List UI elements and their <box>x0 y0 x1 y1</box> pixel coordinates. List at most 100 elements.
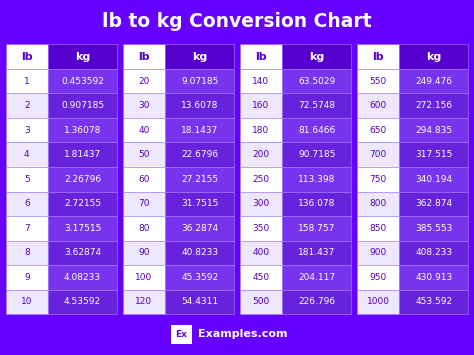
Bar <box>399 241 468 265</box>
Text: 317.515: 317.515 <box>415 150 453 159</box>
Text: 100: 100 <box>135 273 153 282</box>
Bar <box>165 142 234 167</box>
Text: 272.156: 272.156 <box>415 101 452 110</box>
Bar <box>6 118 48 142</box>
Text: 113.398: 113.398 <box>298 175 336 184</box>
Bar <box>399 142 468 167</box>
Text: 90: 90 <box>138 248 150 257</box>
Text: 2: 2 <box>24 101 30 110</box>
Bar <box>6 290 48 314</box>
Text: 4: 4 <box>24 150 30 159</box>
Bar <box>240 142 282 167</box>
Bar <box>282 216 351 241</box>
Text: 72.5748: 72.5748 <box>298 101 335 110</box>
Bar <box>48 216 117 241</box>
Text: lb: lb <box>138 51 150 62</box>
Text: 650: 650 <box>369 126 387 135</box>
Text: 22.6796: 22.6796 <box>181 150 218 159</box>
Text: 0.907185: 0.907185 <box>61 101 104 110</box>
Text: 750: 750 <box>369 175 387 184</box>
Bar <box>240 290 282 314</box>
Bar <box>6 265 48 290</box>
Text: Examples.com: Examples.com <box>198 329 287 339</box>
Text: 1: 1 <box>24 77 30 86</box>
Bar <box>6 93 48 118</box>
Text: 2.72155: 2.72155 <box>64 199 101 208</box>
Text: 1000: 1000 <box>366 297 390 306</box>
Bar <box>48 44 117 69</box>
Bar <box>282 118 351 142</box>
Text: 800: 800 <box>369 199 387 208</box>
Text: 160: 160 <box>252 101 270 110</box>
Bar <box>282 265 351 290</box>
Bar <box>357 44 399 69</box>
Bar <box>240 241 282 265</box>
Text: 430.913: 430.913 <box>415 273 452 282</box>
Bar <box>6 69 48 93</box>
Text: 30: 30 <box>138 101 150 110</box>
Text: 450: 450 <box>253 273 270 282</box>
Bar <box>123 167 165 192</box>
Bar <box>240 192 282 216</box>
Bar <box>240 93 282 118</box>
Bar <box>6 192 48 216</box>
Bar <box>240 69 282 93</box>
Text: 350: 350 <box>252 224 270 233</box>
Bar <box>6 167 48 192</box>
Bar <box>399 69 468 93</box>
Text: 3: 3 <box>24 126 30 135</box>
Text: 10: 10 <box>21 297 33 306</box>
Text: 136.078: 136.078 <box>298 199 336 208</box>
Bar <box>48 142 117 167</box>
Bar <box>165 44 234 69</box>
Text: 3.17515: 3.17515 <box>64 224 101 233</box>
Text: lb: lb <box>21 51 33 62</box>
Text: 27.2155: 27.2155 <box>181 175 218 184</box>
Bar <box>357 142 399 167</box>
Bar <box>240 265 282 290</box>
Bar <box>165 192 234 216</box>
Bar <box>6 241 48 265</box>
Text: Ex: Ex <box>175 330 187 339</box>
Bar <box>165 69 234 93</box>
Bar <box>48 93 117 118</box>
Text: 18.1437: 18.1437 <box>181 126 218 135</box>
Bar <box>165 93 234 118</box>
Text: 7: 7 <box>24 224 30 233</box>
Bar <box>240 167 282 192</box>
Bar <box>282 69 351 93</box>
Text: 181.437: 181.437 <box>298 248 335 257</box>
Bar <box>123 216 165 241</box>
Text: 4.08233: 4.08233 <box>64 273 101 282</box>
Text: 120: 120 <box>136 297 153 306</box>
Text: 36.2874: 36.2874 <box>181 224 218 233</box>
Bar <box>240 44 282 69</box>
Bar <box>123 192 165 216</box>
Text: 8: 8 <box>24 248 30 257</box>
Bar <box>357 216 399 241</box>
Bar <box>399 216 468 241</box>
Bar <box>48 290 117 314</box>
Text: 300: 300 <box>252 199 270 208</box>
Bar <box>165 118 234 142</box>
Text: 9: 9 <box>24 273 30 282</box>
Bar <box>357 93 399 118</box>
Bar <box>399 93 468 118</box>
Bar <box>282 290 351 314</box>
Text: 60: 60 <box>138 175 150 184</box>
Text: 50: 50 <box>138 150 150 159</box>
Bar <box>48 192 117 216</box>
Text: 250: 250 <box>253 175 270 184</box>
Text: 340.194: 340.194 <box>415 175 452 184</box>
Bar <box>282 142 351 167</box>
Text: 400: 400 <box>253 248 270 257</box>
Bar <box>123 241 165 265</box>
Bar <box>165 241 234 265</box>
Text: kg: kg <box>75 51 90 62</box>
Text: 362.874: 362.874 <box>415 199 452 208</box>
Bar <box>399 44 468 69</box>
Text: 500: 500 <box>252 297 270 306</box>
Text: 700: 700 <box>369 150 387 159</box>
Text: 4.53592: 4.53592 <box>64 297 101 306</box>
Text: 40: 40 <box>138 126 150 135</box>
